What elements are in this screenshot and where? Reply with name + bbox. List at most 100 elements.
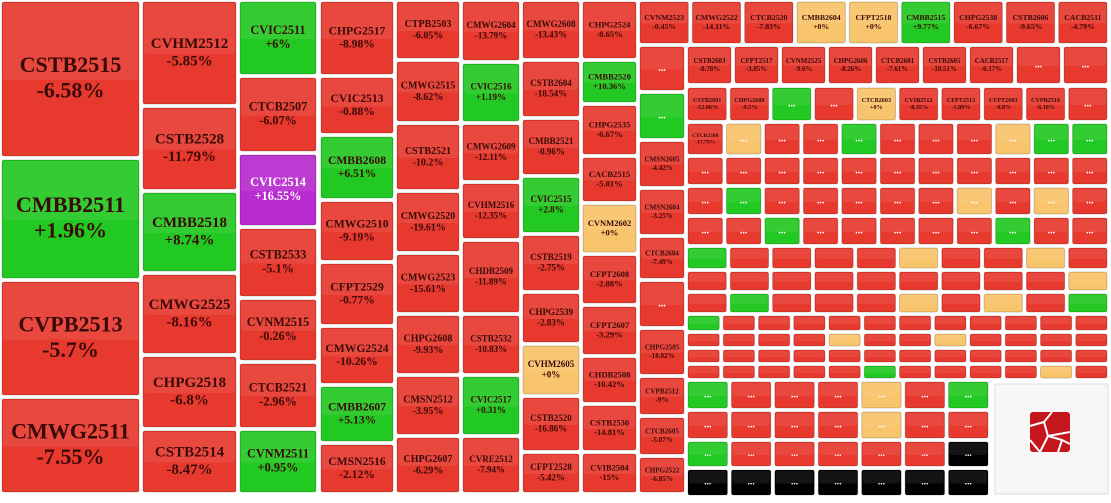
tile-name: CMWG2511	[11, 418, 130, 443]
tile	[934, 365, 967, 379]
tile-rect	[396, 315, 460, 374]
tile-shade	[241, 365, 315, 397]
tile-shade	[858, 249, 895, 259]
tile: CHDB2508-10.42%	[582, 357, 637, 403]
tile-shade	[1076, 335, 1106, 341]
tile-rect	[793, 315, 826, 331]
tile-shade	[731, 273, 768, 282]
tile	[1040, 333, 1073, 347]
tile-rect	[320, 444, 394, 493]
tile-rect	[948, 441, 989, 467]
tile-name: CMWG2520	[401, 211, 455, 222]
tile-name: CHPG2607	[404, 454, 453, 465]
tile-rect	[582, 255, 637, 304]
tile-shade	[641, 191, 683, 213]
tile-shade	[732, 383, 770, 396]
tile-name: CHPG2608	[404, 333, 453, 344]
tile-shade	[971, 48, 1012, 66]
tile-rect	[142, 430, 237, 493]
tile: ...	[904, 381, 946, 409]
tile-rect	[687, 46, 732, 84]
tile-name: CMSN2605	[645, 156, 680, 164]
tile-value-label: -14.81%	[594, 427, 625, 437]
tile-shade	[727, 125, 760, 140]
tile-rect	[142, 274, 237, 354]
tile-more: ...	[704, 419, 712, 430]
tile-shade	[1073, 125, 1106, 140]
tile-name: CVIC2517	[470, 395, 512, 405]
tile-rect	[725, 157, 762, 185]
tile-shade	[724, 317, 754, 324]
tile-shade	[942, 295, 980, 304]
tile-rect	[774, 441, 815, 467]
tile-shade	[641, 3, 688, 24]
tile-more: ...	[1009, 165, 1017, 176]
tile-rect	[729, 293, 770, 313]
tile-shade	[971, 351, 1001, 357]
tile-shade	[1073, 159, 1106, 172]
tile-rect	[744, 1, 794, 44]
tile: ...	[904, 469, 946, 496]
tile-name: CVPB2516	[1031, 98, 1060, 104]
tile-name: CHPG2539	[529, 307, 574, 317]
tile-rect	[793, 333, 826, 347]
tile-shade	[398, 256, 458, 285]
tile-more: ...	[921, 389, 929, 400]
tile-more: ...	[778, 165, 786, 176]
tile-value-label: -8.35%	[909, 105, 928, 111]
tile-more: ...	[878, 419, 886, 430]
tile: ...	[725, 157, 762, 185]
tile: CACB2515-5.01%	[582, 157, 637, 202]
tile-more: ...	[921, 419, 929, 430]
tile: CMBB2520+10.36%	[582, 61, 637, 103]
tile: ...	[774, 411, 815, 439]
tile-rect	[904, 441, 946, 467]
logo-icon	[1030, 412, 1070, 452]
tile-name: CFPT2529	[330, 280, 384, 293]
tile: CHDB2509-11.89%	[462, 241, 520, 313]
tile-rect	[687, 381, 728, 409]
tile-more: ...	[894, 225, 902, 236]
tile-shade	[842, 159, 876, 172]
tile-value-label: -9.6%	[795, 66, 813, 73]
tile-shade	[773, 89, 810, 105]
tile-rect	[758, 349, 791, 363]
tile: ...	[1063, 46, 1108, 84]
tile-shade	[398, 194, 458, 223]
tile-more: ...	[1009, 225, 1017, 236]
tile: ...	[879, 217, 916, 245]
tile-shade	[996, 189, 1030, 202]
tile	[1068, 293, 1108, 313]
tile: CVNM2523-0.45%	[639, 1, 689, 44]
tile	[793, 365, 826, 379]
tile: CVIB2504-15%	[582, 453, 637, 493]
tile: ...	[725, 187, 762, 215]
tile-shade	[689, 125, 722, 140]
tile-shade	[900, 367, 930, 373]
tile-shade	[804, 219, 837, 232]
tile-rect	[639, 237, 685, 279]
tile: ...	[1033, 123, 1070, 155]
tile-shade	[398, 378, 458, 407]
tile-rect	[793, 365, 826, 379]
tile	[793, 315, 826, 331]
tile-name: CFPT2607	[590, 320, 630, 330]
tile-rect	[856, 293, 897, 313]
tile-shade	[584, 455, 635, 474]
tile-rect	[1068, 293, 1108, 313]
tile: CFPT2528-5.42%	[522, 453, 580, 493]
tile	[934, 333, 967, 347]
tile-value-label: -6.67%	[966, 22, 990, 31]
tile: ...	[995, 187, 1031, 215]
tile	[828, 333, 861, 347]
tile-value-label: -11.79%	[163, 149, 216, 165]
tile-rect	[1, 281, 140, 396]
tile: ...	[730, 411, 772, 439]
tile-rect	[320, 136, 394, 199]
tile-shade	[732, 471, 770, 484]
tile: ...	[802, 187, 839, 215]
tile-rect	[863, 349, 896, 363]
tile-shade	[524, 63, 578, 90]
tile-shade	[850, 3, 897, 24]
tile-name: CTPB2503	[405, 19, 452, 30]
